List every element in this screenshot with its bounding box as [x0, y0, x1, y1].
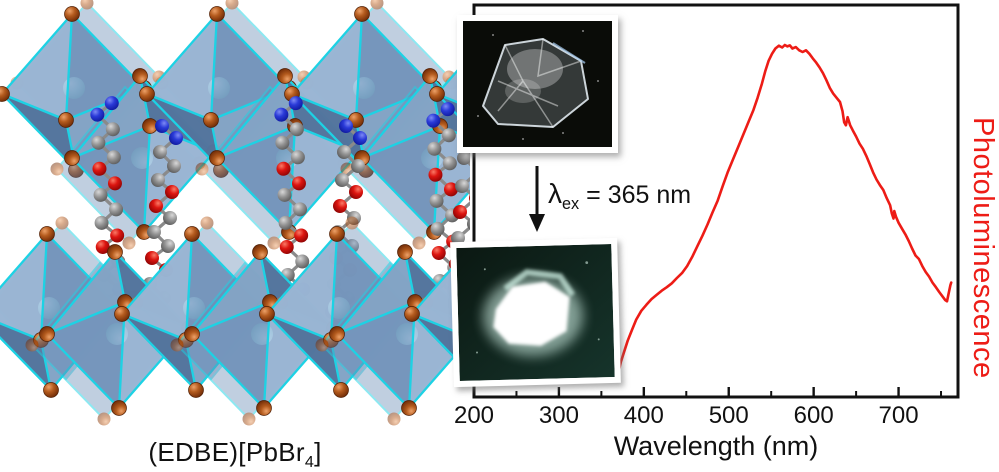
x-tick-label: 500	[709, 402, 749, 429]
pbbr4-layer-top	[0, 0, 470, 251]
pl-spectrum-panel: 200 300 400 500 600 700 Wavelength (nm) Photo…	[440, 0, 999, 472]
x-tick-label: 400	[624, 402, 664, 429]
crystal-photo-uv-image	[456, 243, 615, 382]
excitation-arrow-icon	[529, 166, 545, 232]
excitation-value: = 365 nm	[586, 181, 692, 209]
pl-emission-curve	[614, 43, 953, 381]
crystal-structure-figure	[0, 0, 470, 427]
x-tick-label: 700	[879, 402, 919, 429]
plot-frame	[472, 3, 960, 399]
x-axis-title: Wavelength (nm)	[613, 431, 819, 461]
y-axis-title: Photoluminescence	[967, 117, 999, 379]
x-tick-label: 300	[539, 402, 579, 429]
compound-label: (EDBE)[PbBr4]	[0, 437, 470, 472]
x-tick-label: 200	[454, 402, 494, 429]
x-tick-label: 600	[794, 402, 834, 429]
lambda-symbol: λ	[548, 178, 562, 209]
compound-label-suffix: ]	[314, 437, 322, 467]
compound-label-prefix: (EDBE)[PbBr	[148, 437, 305, 467]
pl-spectrum-plot: 200 300 400 500 600 700	[454, 3, 960, 429]
pbbr4-layer-bottom	[0, 215, 470, 427]
crystal-structure-panel: (EDBE)[PbBr4]	[0, 0, 470, 472]
compound-label-subscript: 4	[304, 453, 315, 472]
crystal-photo-ambient	[457, 15, 618, 153]
crystal-photo-ambient-image	[463, 21, 612, 147]
lambda-subscript: ex	[562, 195, 580, 213]
crystal-photo-uv-emission	[450, 237, 621, 388]
excitation-wavelength-label: λex = 365 nm	[548, 178, 691, 214]
